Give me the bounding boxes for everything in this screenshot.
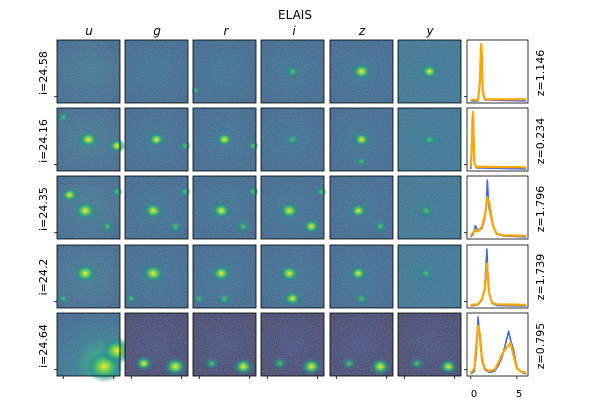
pdf-panel: [464, 39, 529, 104]
cutout-image: [124, 39, 189, 104]
pdf-series-line: [470, 42, 527, 101]
cutout-image: [124, 312, 189, 379]
row-mag-label: i=24.64: [37, 324, 50, 368]
pdf-series-line: [469, 196, 527, 237]
row-z-label: z=1.146: [534, 50, 547, 96]
band-label-i: i: [292, 24, 296, 38]
pdf-series-line: [469, 110, 527, 169]
row-z-label: z=1.796: [534, 186, 547, 232]
cutout-image: [397, 175, 462, 240]
band-label-u: u: [85, 24, 93, 38]
cutout-image: [192, 175, 260, 240]
pdf-series-line: [470, 262, 527, 306]
row-mag-label: i=24.16: [37, 119, 50, 163]
pdf-panel: [464, 107, 529, 172]
band-label-g: g: [153, 24, 161, 38]
pdf-panel: [464, 175, 529, 240]
pdf-panel: [464, 312, 529, 379]
row-z-label: z=0.234: [534, 118, 547, 164]
cutout-image: [397, 244, 462, 309]
row-mag-label: i=24.35: [37, 187, 50, 231]
cutout-image: [397, 312, 462, 379]
row-z-label: z=0.795: [534, 323, 547, 369]
pdf-x-tick-label: 5: [516, 389, 522, 400]
pdf-series-line: [469, 324, 527, 374]
cutout-image: [260, 244, 325, 309]
row-mag-label: i=24.58: [37, 51, 50, 95]
cutout-grid: [54, 39, 462, 383]
cutout-image: [397, 39, 462, 104]
cutout-image: [329, 107, 394, 172]
cutout-image: [260, 175, 328, 240]
row-mag-label: i=24.2: [37, 259, 50, 296]
cutout-image: [192, 244, 257, 309]
cutout-image: [192, 107, 260, 172]
cutout-image: [192, 312, 257, 379]
row-z-label: z=1.739: [534, 254, 547, 300]
cutout-image: [329, 244, 394, 309]
band-label-y: y: [425, 24, 434, 38]
cutout-image: [124, 244, 189, 309]
cutout-image: [54, 107, 126, 172]
pdf-panel: [464, 244, 529, 309]
cutout-image: [54, 312, 133, 383]
cutout-image: [329, 312, 394, 379]
cutout-image: [54, 244, 121, 309]
band-label-r: r: [224, 24, 230, 38]
cutout-image: [329, 39, 394, 104]
cutout-image: [124, 175, 192, 240]
cutout-image: [260, 107, 325, 172]
cutout-image: [260, 39, 325, 104]
cutout-image: [329, 175, 394, 240]
cutout-image: [191, 39, 257, 104]
cutout-image: [54, 175, 124, 240]
cutout-image: [397, 107, 462, 172]
cutout-image: [54, 39, 121, 104]
cutout-image: [124, 107, 192, 172]
figure-title: ELAIS: [278, 8, 312, 22]
pdf-panels: [464, 39, 529, 379]
band-label-z: z: [358, 24, 366, 38]
cutout-image: [260, 312, 325, 379]
pdf-x-tick-label: 0: [471, 389, 477, 400]
